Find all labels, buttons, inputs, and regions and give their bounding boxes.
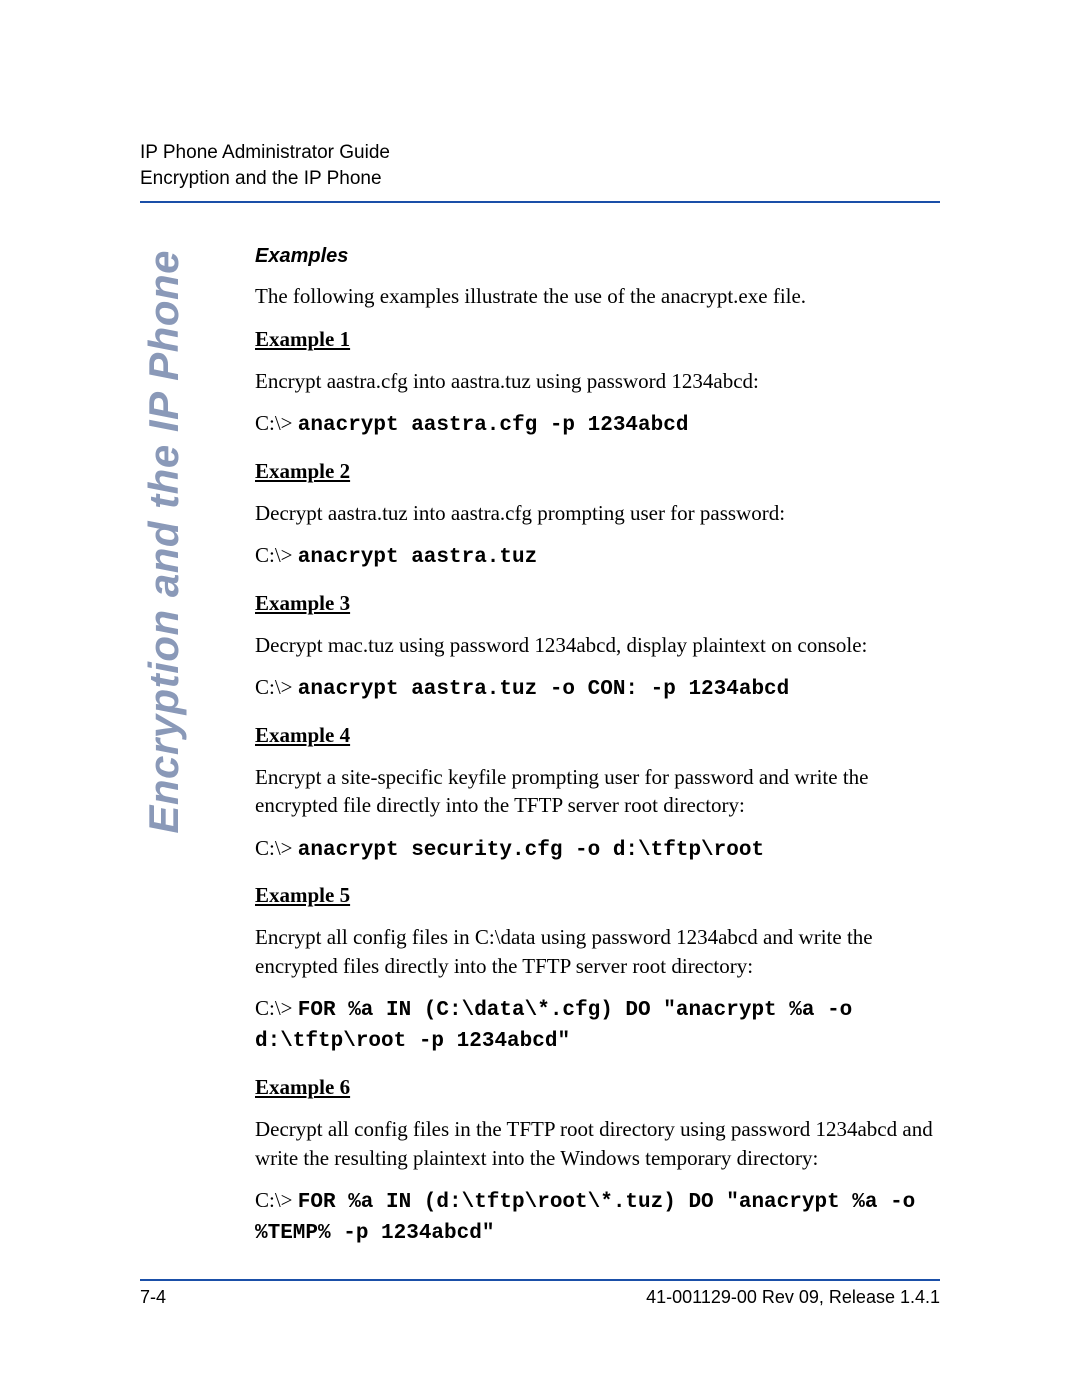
example-cmd: C:\> anacrypt aastra.tuz [255, 541, 940, 572]
cmd-prompt: C:\> [255, 996, 298, 1020]
example-cmd: C:\> FOR %a IN (d:\tftp\root\*.tuz) DO "… [255, 1186, 940, 1249]
cmd-text: anacrypt aastra.cfg -p 1234abcd [298, 414, 689, 437]
section-title: Examples [255, 243, 940, 270]
footer-page-number: 7-4 [140, 1287, 166, 1308]
intro-text: The following examples illustrate the us… [255, 282, 940, 310]
page-footer: 7-4 41-001129-00 Rev 09, Release 1.4.1 [140, 1287, 940, 1308]
example-cmd: C:\> anacrypt aastra.cfg -p 1234abcd [255, 409, 940, 440]
example-label: Example 2 [255, 457, 940, 485]
example-cmd: C:\> anacrypt aastra.tuz -o CON: -p 1234… [255, 673, 940, 704]
header-line-2: Encryption and the IP Phone [140, 166, 940, 192]
example-desc: Decrypt mac.tuz using password 1234abcd,… [255, 631, 940, 659]
page-header: IP Phone Administrator Guide Encryption … [140, 140, 940, 191]
example-label: Example 4 [255, 721, 940, 749]
cmd-prompt: C:\> [255, 675, 298, 699]
cmd-text: anacrypt aastra.tuz -o CON: -p 1234abcd [298, 678, 789, 701]
example-desc: Decrypt all config files in the TFTP roo… [255, 1115, 940, 1172]
page: IP Phone Administrator Guide Encryption … [0, 0, 1080, 1397]
cmd-text: FOR %a IN (C:\data\*.cfg) DO "anacrypt %… [255, 999, 865, 1053]
cmd-prompt: C:\> [255, 836, 298, 860]
side-title: Encryption and the IP Phone [140, 250, 188, 834]
example-desc: Encrypt a site-specific keyfile promptin… [255, 763, 940, 820]
header-line-1: IP Phone Administrator Guide [140, 140, 940, 166]
cmd-text: FOR %a IN (d:\tftp\root\*.tuz) DO "anacr… [255, 1191, 928, 1245]
cmd-prompt: C:\> [255, 1188, 298, 1212]
example-label: Example 1 [255, 325, 940, 353]
footer-rule [140, 1279, 940, 1281]
example-desc: Decrypt aastra.tuz into aastra.cfg promp… [255, 499, 940, 527]
example-desc: Encrypt all config files in C:\data usin… [255, 923, 940, 980]
example-label: Example 3 [255, 589, 940, 617]
header-rule [140, 201, 940, 203]
cmd-text: anacrypt aastra.tuz [298, 546, 537, 569]
example-label: Example 5 [255, 881, 940, 909]
example-desc: Encrypt aastra.cfg into aastra.tuz using… [255, 367, 940, 395]
example-label: Example 6 [255, 1073, 940, 1101]
cmd-prompt: C:\> [255, 411, 298, 435]
example-cmd: C:\> anacrypt security.cfg -o d:\tftp\ro… [255, 834, 940, 865]
cmd-text: anacrypt security.cfg -o d:\tftp\root [298, 839, 764, 862]
example-cmd: C:\> FOR %a IN (C:\data\*.cfg) DO "anacr… [255, 994, 940, 1057]
cmd-prompt: C:\> [255, 543, 298, 567]
content-area: Examples The following examples illustra… [255, 243, 940, 1248]
footer-doc-id: 41-001129-00 Rev 09, Release 1.4.1 [646, 1287, 940, 1308]
